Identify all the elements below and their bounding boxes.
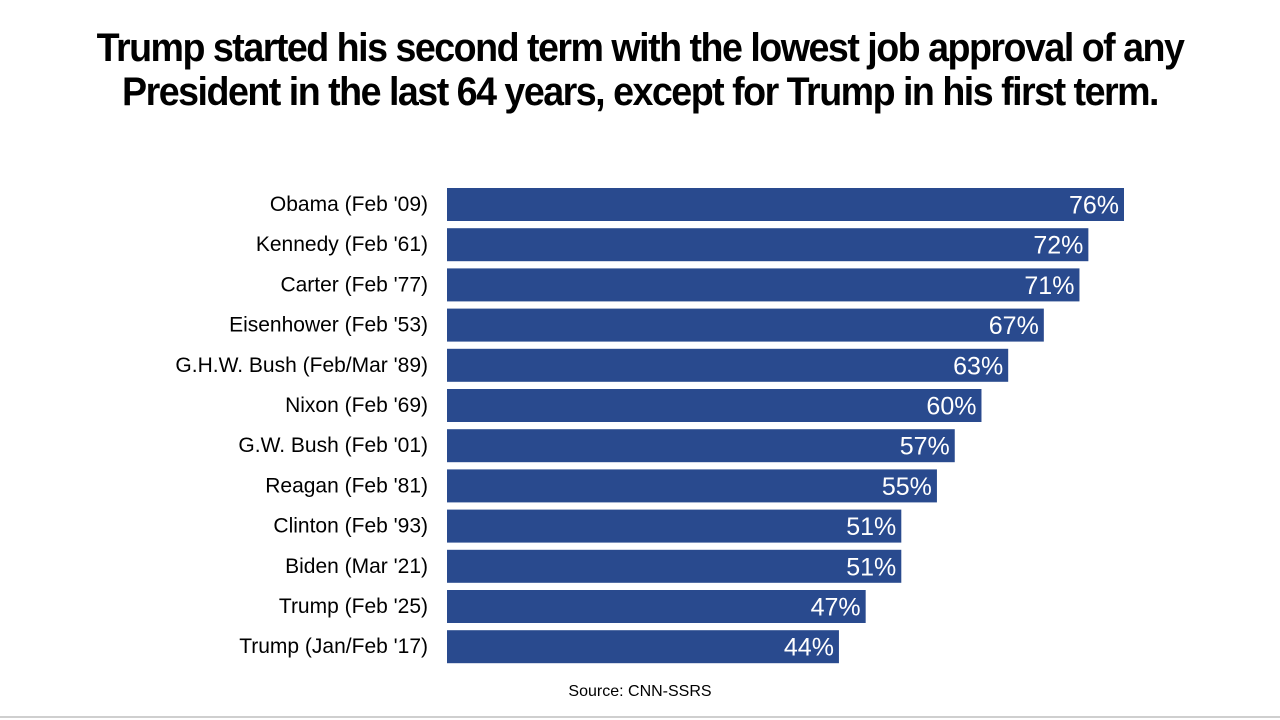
bottom-divider <box>0 716 1280 718</box>
value-label: 51% <box>846 513 896 541</box>
bar <box>447 469 937 503</box>
value-label: 44% <box>784 634 834 662</box>
value-label: 63% <box>953 352 1003 380</box>
value-label: 76% <box>1069 192 1119 220</box>
bar <box>447 630 839 664</box>
category-label: Trump (Feb '25) <box>279 595 428 618</box>
value-label: 67% <box>989 312 1039 340</box>
bar <box>447 389 982 422</box>
category-label: Reagan (Feb '81) <box>265 474 428 497</box>
bar <box>447 590 866 623</box>
category-label: Obama (Feb '09) <box>270 193 428 216</box>
value-label: 60% <box>926 393 976 421</box>
bar <box>447 308 1044 342</box>
category-label: G.H.W. Bush (Feb/Mar '89) <box>175 354 428 377</box>
bars-group: Obama (Feb '09) 76% Kennedy (Feb '61) 72% Ca… <box>175 188 1124 664</box>
category-label: Eisenhower (Feb '53) <box>229 314 428 337</box>
category-label: Biden (Mar '21) <box>285 555 428 578</box>
bar <box>447 348 1009 382</box>
value-label: 51% <box>846 553 896 581</box>
bar <box>447 268 1080 302</box>
bar <box>447 429 955 463</box>
bar <box>447 228 1089 262</box>
category-label: Nixon (Feb '69) <box>285 394 428 417</box>
value-label: 71% <box>1024 272 1074 300</box>
value-label: 47% <box>811 594 861 622</box>
category-label: Clinton (Feb '93) <box>273 515 428 538</box>
bar <box>447 509 902 543</box>
chart-title: Trump started his second term with the l… <box>96 26 1185 114</box>
category-label: G.W. Bush (Feb '01) <box>238 434 428 457</box>
category-label: Kennedy (Feb '61) <box>256 233 428 256</box>
bar <box>447 549 902 583</box>
category-label: Carter (Feb '77) <box>280 273 428 296</box>
category-label: Trump (Jan/Feb '17) <box>239 635 428 658</box>
value-label: 57% <box>900 433 950 461</box>
bar <box>447 188 1124 221</box>
source-note: Source: CNN-SSRS <box>568 683 712 700</box>
value-label: 55% <box>882 473 932 501</box>
value-label: 72% <box>1033 232 1083 260</box>
